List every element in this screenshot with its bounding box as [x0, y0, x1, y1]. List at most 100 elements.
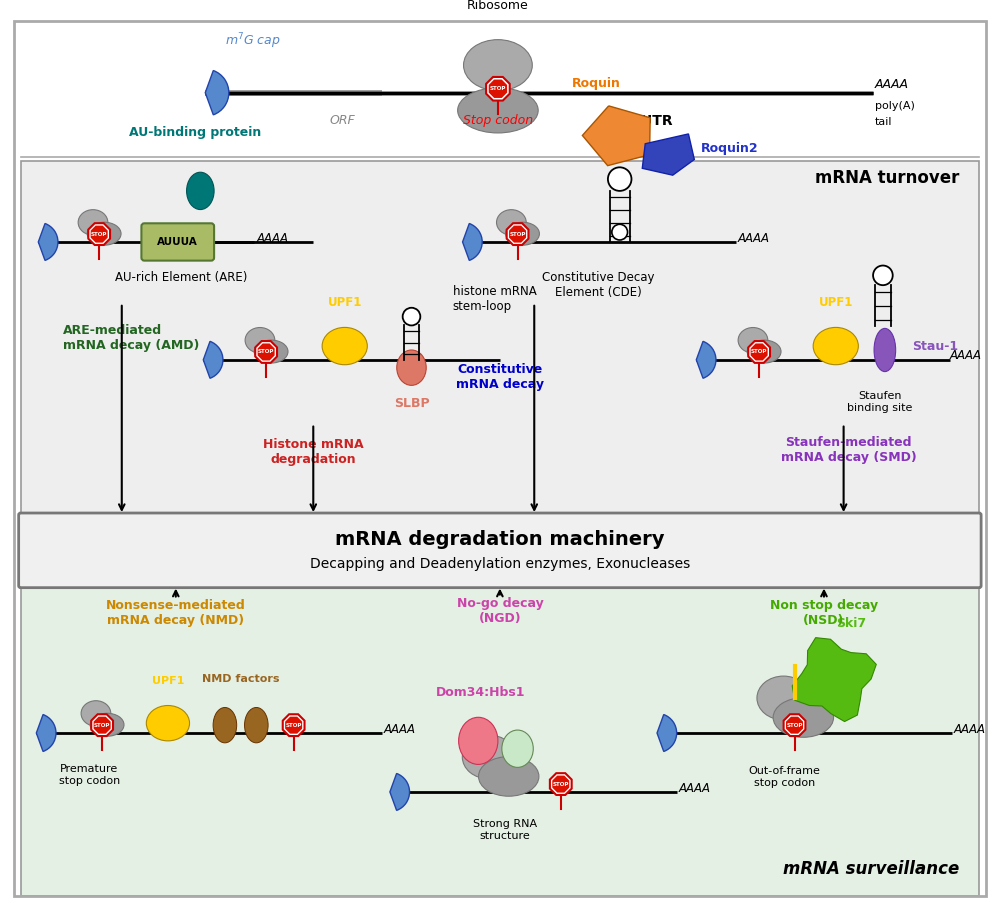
Text: AAAA: AAAA — [950, 349, 982, 363]
Polygon shape — [283, 714, 305, 736]
Polygon shape — [748, 341, 770, 363]
Text: STOP: STOP — [553, 781, 569, 787]
Polygon shape — [550, 773, 572, 795]
Wedge shape — [390, 773, 410, 810]
Ellipse shape — [87, 222, 121, 245]
Text: Roquin: Roquin — [572, 76, 621, 90]
Polygon shape — [285, 717, 302, 734]
Polygon shape — [751, 343, 768, 360]
Ellipse shape — [245, 708, 268, 743]
Ellipse shape — [874, 329, 896, 372]
Text: STOP: STOP — [258, 349, 274, 355]
Text: AAAA: AAAA — [954, 723, 986, 735]
Text: Nonsense-mediated
mRNA decay (NMD): Nonsense-mediated mRNA decay (NMD) — [106, 600, 246, 628]
Ellipse shape — [187, 172, 214, 209]
Text: Stop codon: Stop codon — [463, 114, 533, 128]
Circle shape — [873, 266, 893, 286]
FancyBboxPatch shape — [19, 513, 981, 587]
Ellipse shape — [479, 757, 539, 797]
Text: AUUUA: AUUUA — [157, 237, 198, 247]
Text: Premature
stop codon: Premature stop codon — [59, 764, 120, 786]
Text: mRNA turnover: mRNA turnover — [815, 170, 959, 188]
Text: poly(A): poly(A) — [875, 101, 915, 111]
Text: tail: tail — [875, 117, 893, 128]
Wedge shape — [657, 715, 677, 752]
Ellipse shape — [213, 708, 237, 743]
Wedge shape — [36, 715, 56, 752]
Text: Decapping and Deadenylation enzymes, Exonucleases: Decapping and Deadenylation enzymes, Exo… — [310, 557, 690, 571]
Text: UPF1: UPF1 — [152, 676, 184, 686]
Text: Constitutive Decay
Element (CDE): Constitutive Decay Element (CDE) — [542, 271, 654, 299]
Text: No-go decay
(NGD): No-go decay (NGD) — [457, 597, 543, 626]
Bar — [9, 16, 991, 156]
Text: STOP: STOP — [786, 723, 803, 727]
Wedge shape — [696, 341, 716, 378]
Text: STOP: STOP — [509, 232, 526, 236]
Text: ARE-mediated
mRNA decay (AMD): ARE-mediated mRNA decay (AMD) — [63, 324, 199, 352]
Wedge shape — [203, 341, 223, 378]
Polygon shape — [509, 225, 526, 242]
Ellipse shape — [506, 222, 539, 245]
Text: UPF1: UPF1 — [819, 295, 853, 309]
FancyBboxPatch shape — [141, 224, 214, 260]
Polygon shape — [489, 80, 507, 98]
Ellipse shape — [78, 209, 108, 235]
Bar — [21, 585, 979, 896]
Ellipse shape — [813, 328, 858, 365]
Ellipse shape — [458, 88, 538, 133]
Polygon shape — [255, 341, 277, 363]
Text: Ribosome: Ribosome — [467, 0, 529, 13]
Text: histone mRNA
stem-loop: histone mRNA stem-loop — [453, 285, 536, 313]
Text: AAAA: AAAA — [679, 781, 711, 795]
Text: m$^7$G cap: m$^7$G cap — [225, 31, 280, 51]
Circle shape — [612, 224, 628, 240]
Polygon shape — [552, 776, 569, 793]
Ellipse shape — [738, 328, 768, 353]
Ellipse shape — [502, 730, 533, 768]
Polygon shape — [507, 224, 528, 245]
Polygon shape — [582, 106, 650, 165]
Ellipse shape — [757, 676, 810, 720]
Text: Histone mRNA
degradation: Histone mRNA degradation — [263, 438, 364, 466]
Ellipse shape — [322, 328, 367, 365]
Text: Staufen
binding site: Staufen binding site — [847, 392, 913, 413]
Ellipse shape — [397, 350, 426, 385]
Text: Out-of-frame
stop codon: Out-of-frame stop codon — [749, 766, 821, 788]
Text: Stau-1: Stau-1 — [912, 339, 958, 353]
Text: 3'UTR: 3'UTR — [628, 114, 673, 128]
Text: STOP: STOP — [91, 232, 107, 236]
Circle shape — [403, 308, 420, 325]
Text: mRNA surveillance: mRNA surveillance — [783, 860, 959, 878]
Text: UPF1: UPF1 — [328, 295, 362, 309]
Ellipse shape — [81, 700, 111, 726]
Text: Staufen-mediated
mRNA decay (SMD): Staufen-mediated mRNA decay (SMD) — [781, 436, 916, 464]
Ellipse shape — [245, 328, 275, 353]
Ellipse shape — [497, 209, 526, 235]
Text: STOP: STOP — [94, 723, 110, 727]
Wedge shape — [38, 224, 58, 260]
Text: mRNA degradation machinery: mRNA degradation machinery — [335, 530, 665, 549]
Text: NMD factors: NMD factors — [202, 674, 279, 684]
Bar — [21, 162, 979, 515]
Text: ORF: ORF — [330, 114, 356, 128]
Text: Ski7: Ski7 — [836, 617, 867, 629]
Ellipse shape — [90, 713, 124, 736]
Wedge shape — [463, 224, 482, 260]
Polygon shape — [642, 134, 694, 175]
Polygon shape — [91, 714, 113, 736]
Polygon shape — [91, 225, 108, 242]
Ellipse shape — [464, 40, 532, 91]
Text: AAAA: AAAA — [875, 78, 909, 92]
Text: AAAA: AAAA — [384, 723, 416, 735]
Circle shape — [608, 167, 631, 191]
Text: AAAA: AAAA — [256, 232, 288, 244]
Text: Roquin2: Roquin2 — [701, 142, 759, 155]
Text: Dom34:Hbs1: Dom34:Hbs1 — [435, 686, 525, 699]
Polygon shape — [88, 224, 110, 245]
Text: Strong RNA
structure: Strong RNA structure — [473, 820, 537, 841]
Text: SLBP: SLBP — [394, 397, 429, 410]
Polygon shape — [792, 638, 876, 722]
Text: STOP: STOP — [751, 349, 767, 355]
Ellipse shape — [254, 340, 288, 363]
Text: STOP: STOP — [285, 723, 302, 727]
